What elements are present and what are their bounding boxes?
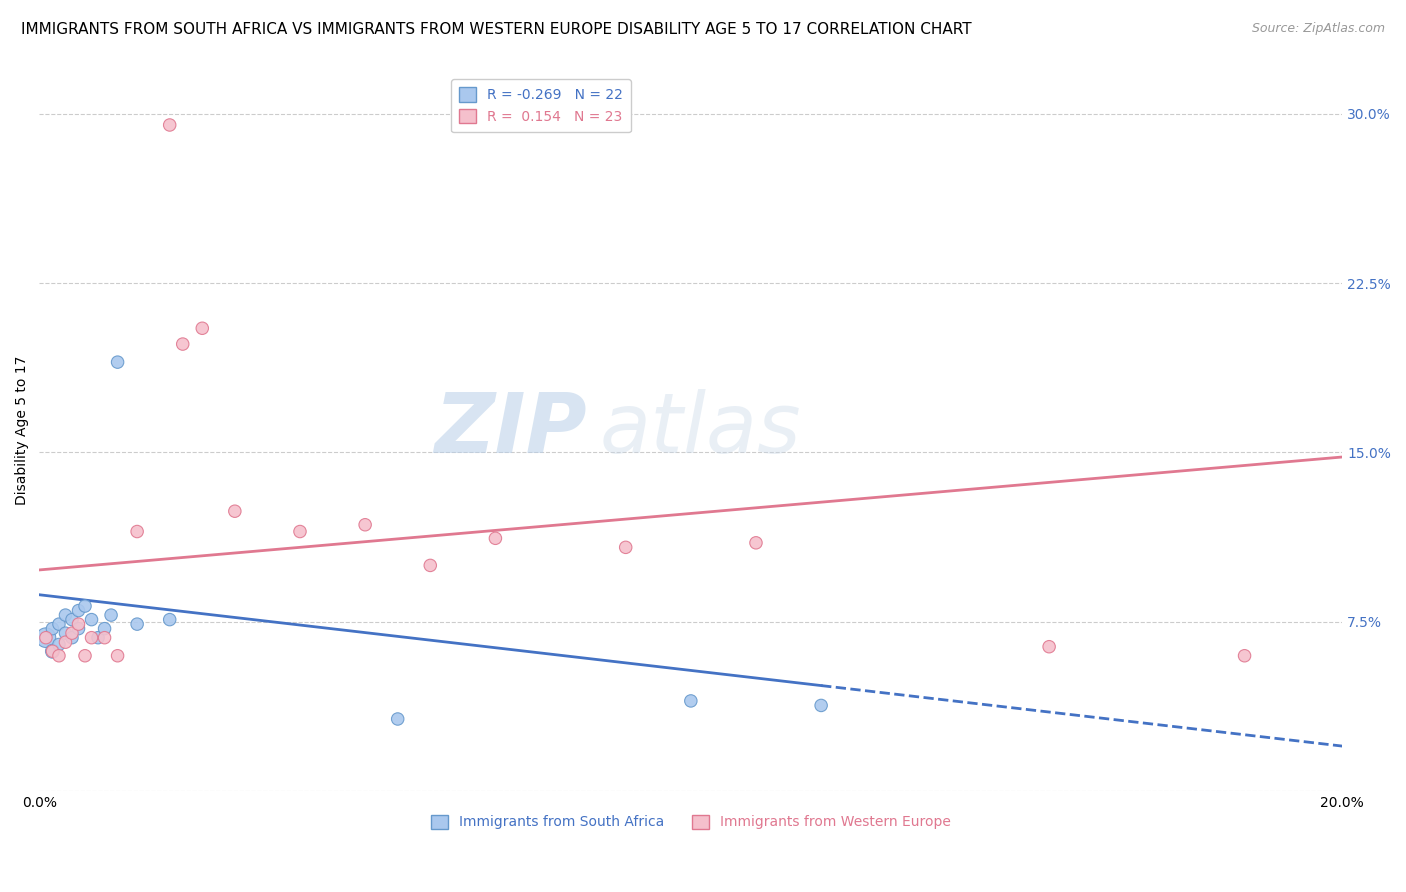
- Point: [60, 626, 83, 640]
- Point: [93, 622, 115, 636]
- Point: [87, 631, 110, 645]
- Point: [80, 613, 103, 627]
- Point: [80, 631, 103, 645]
- Point: [48, 648, 70, 663]
- Point: [191, 321, 214, 335]
- Point: [55, 635, 77, 649]
- Point: [127, 524, 149, 539]
- Point: [55, 626, 77, 640]
- Point: [419, 558, 441, 573]
- Point: [354, 517, 377, 532]
- Point: [614, 541, 637, 555]
- Y-axis label: Disability Age 5 to 17: Disability Age 5 to 17: [15, 355, 30, 505]
- Legend: Immigrants from South Africa, Immigrants from Western Europe: Immigrants from South Africa, Immigrants…: [426, 809, 956, 835]
- Point: [48, 617, 70, 632]
- Point: [387, 712, 409, 726]
- Point: [1038, 640, 1060, 654]
- Text: atlas: atlas: [599, 390, 801, 470]
- Point: [810, 698, 832, 713]
- Point: [100, 608, 122, 623]
- Point: [73, 648, 96, 663]
- Point: [35, 631, 58, 645]
- Point: [67, 604, 90, 618]
- Point: [224, 504, 246, 518]
- Point: [41, 644, 63, 658]
- Point: [73, 599, 96, 613]
- Point: [745, 536, 768, 550]
- Point: [679, 694, 702, 708]
- Point: [107, 355, 129, 369]
- Point: [107, 648, 129, 663]
- Point: [288, 524, 311, 539]
- Point: [67, 617, 90, 632]
- Point: [60, 631, 83, 645]
- Point: [127, 617, 149, 632]
- Point: [67, 622, 90, 636]
- Point: [48, 637, 70, 651]
- Point: [60, 613, 83, 627]
- Text: IMMIGRANTS FROM SOUTH AFRICA VS IMMIGRANTS FROM WESTERN EUROPE DISABILITY AGE 5 : IMMIGRANTS FROM SOUTH AFRICA VS IMMIGRAN…: [21, 22, 972, 37]
- Point: [172, 337, 194, 351]
- Point: [35, 631, 58, 645]
- Point: [484, 531, 506, 545]
- Point: [159, 613, 181, 627]
- Text: Source: ZipAtlas.com: Source: ZipAtlas.com: [1251, 22, 1385, 36]
- Point: [41, 644, 63, 658]
- Point: [1233, 648, 1256, 663]
- Text: ZIP: ZIP: [434, 390, 586, 470]
- Point: [41, 622, 63, 636]
- Point: [159, 118, 181, 132]
- Point: [93, 631, 115, 645]
- Point: [55, 608, 77, 623]
